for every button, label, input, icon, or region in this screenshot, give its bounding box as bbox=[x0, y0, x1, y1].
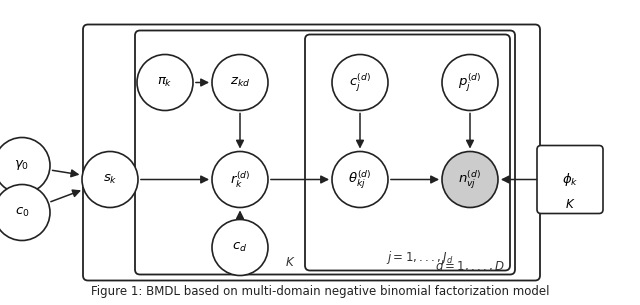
Text: $z_{kd}$: $z_{kd}$ bbox=[230, 76, 250, 89]
Text: $p_j^{(d)}$: $p_j^{(d)}$ bbox=[458, 71, 482, 94]
Text: $n_{vj}^{(d)}$: $n_{vj}^{(d)}$ bbox=[458, 168, 482, 191]
Circle shape bbox=[332, 152, 388, 207]
Circle shape bbox=[212, 152, 268, 207]
Circle shape bbox=[442, 55, 498, 110]
Text: $K$: $K$ bbox=[285, 256, 295, 269]
Text: Figure 1: BMDL based on multi-domain negative binomial factorization model: Figure 1: BMDL based on multi-domain neg… bbox=[91, 285, 549, 299]
Text: $c_j^{(d)}$: $c_j^{(d)}$ bbox=[349, 71, 371, 94]
Circle shape bbox=[212, 220, 268, 275]
Circle shape bbox=[212, 55, 268, 110]
Circle shape bbox=[332, 55, 388, 110]
Text: $\theta_{kj}^{(d)}$: $\theta_{kj}^{(d)}$ bbox=[348, 168, 372, 191]
Text: $\gamma_0$: $\gamma_0$ bbox=[15, 159, 29, 173]
Text: $\pi_k$: $\pi_k$ bbox=[157, 76, 173, 89]
Circle shape bbox=[137, 55, 193, 110]
Text: $c_d$: $c_d$ bbox=[232, 241, 248, 254]
Text: $d = 1, ..., D$: $d = 1, ..., D$ bbox=[435, 258, 505, 273]
Circle shape bbox=[82, 152, 138, 207]
Text: $s_k$: $s_k$ bbox=[103, 173, 117, 186]
Circle shape bbox=[0, 138, 50, 193]
FancyBboxPatch shape bbox=[537, 145, 603, 213]
Text: $j = 1, ..., J_d$: $j = 1, ..., J_d$ bbox=[387, 249, 454, 266]
Text: $K$: $K$ bbox=[564, 198, 575, 211]
Circle shape bbox=[442, 152, 498, 207]
Text: $\phi_k$: $\phi_k$ bbox=[562, 171, 578, 188]
Text: $c_0$: $c_0$ bbox=[15, 206, 29, 219]
Circle shape bbox=[0, 185, 50, 241]
Text: $r_k^{(d)}$: $r_k^{(d)}$ bbox=[230, 169, 250, 190]
